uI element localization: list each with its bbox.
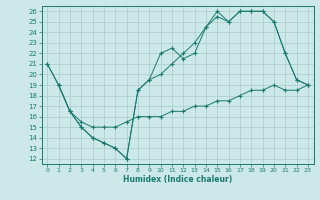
X-axis label: Humidex (Indice chaleur): Humidex (Indice chaleur)	[123, 175, 232, 184]
